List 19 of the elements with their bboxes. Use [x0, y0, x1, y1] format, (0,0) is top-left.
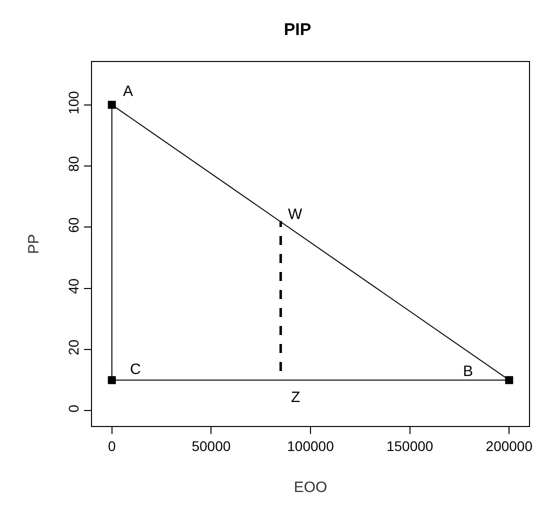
- x-tick-label: 50000: [192, 438, 231, 454]
- x-tick-label: 200000: [486, 438, 533, 454]
- x-axis-title: EOO: [294, 478, 328, 496]
- y-tick-label: 20: [65, 339, 82, 356]
- annotation: W: [288, 206, 303, 223]
- annotation: B: [463, 363, 474, 380]
- y-tick-label: 0: [65, 404, 82, 413]
- annotation: C: [130, 361, 141, 378]
- y-tick-label: 100: [65, 90, 82, 114]
- annotation: Z: [291, 389, 300, 406]
- x-tick-label: 150000: [386, 438, 434, 454]
- x-tick-label: 0: [108, 438, 116, 454]
- chart-title: PIP: [284, 20, 312, 39]
- annotation: A: [123, 83, 134, 100]
- y-axis-title: PP: [26, 234, 43, 254]
- x-tick-label: 100000: [287, 438, 334, 454]
- y-tick-label: 80: [65, 156, 82, 172]
- y-tick-label: 40: [65, 278, 82, 294]
- y-tick-label: 60: [65, 217, 82, 233]
